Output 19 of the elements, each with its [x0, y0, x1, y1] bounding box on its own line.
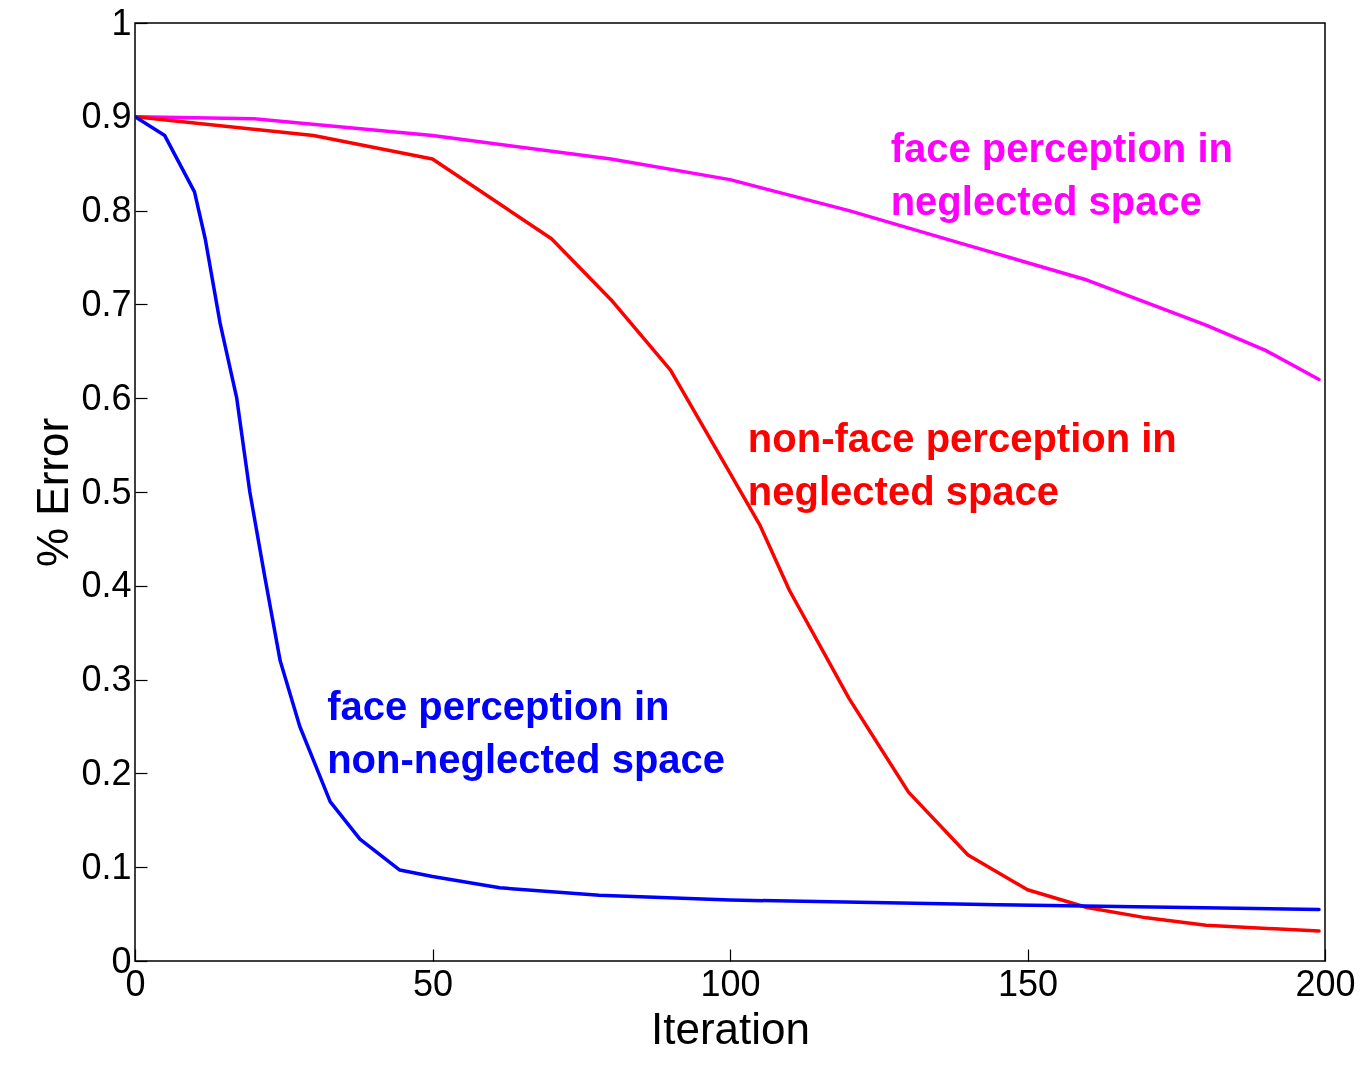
y-axis-title: % Error — [28, 417, 78, 568]
x-axis-title: Iteration — [651, 1003, 810, 1053]
y-tick-label: 0.6 — [81, 376, 132, 418]
series-label: non-face perception in neglected space — [747, 415, 1177, 513]
y-tick-label: 0.9 — [81, 95, 132, 137]
y-tick-label: 0.3 — [81, 658, 132, 700]
series-label: face perception in non-neglected space — [327, 684, 726, 782]
y-tick-label: 0.7 — [81, 282, 132, 324]
x-tick-label: 200 — [1295, 962, 1356, 1004]
y-tick-label: 0.5 — [81, 470, 132, 512]
x-tick-label: 50 — [412, 962, 454, 1004]
y-tick-label: 0.4 — [81, 564, 132, 606]
y-tick-label: 0.2 — [81, 751, 132, 793]
y-tick-label: 0.8 — [81, 189, 132, 231]
x-tick-label: 100 — [700, 962, 761, 1004]
y-tick-label: 1 — [111, 1, 132, 43]
series-label: face perception in neglected space — [890, 125, 1233, 223]
y-tick-label: 0.1 — [81, 845, 132, 887]
x-tick-label: 150 — [997, 962, 1059, 1004]
